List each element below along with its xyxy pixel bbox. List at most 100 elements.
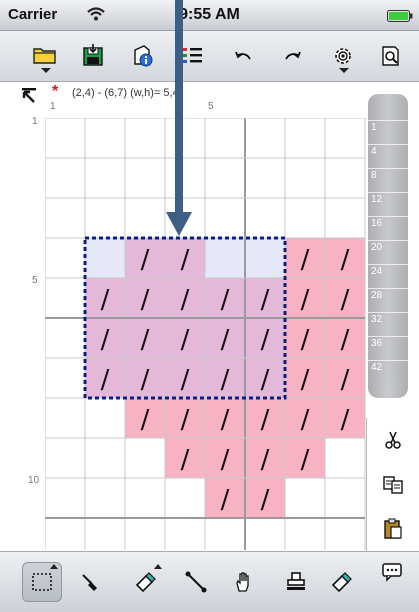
grid-cell[interactable]: [245, 118, 285, 158]
grid-cell[interactable]: [165, 318, 205, 358]
grid-cell[interactable]: [85, 198, 125, 238]
grid-cell[interactable]: [325, 158, 365, 198]
grid-cell[interactable]: [85, 518, 125, 550]
grid-cell[interactable]: [325, 438, 365, 478]
grid-cell[interactable]: [125, 398, 165, 438]
grid-cell[interactable]: [85, 158, 125, 198]
grid-cell[interactable]: [165, 158, 205, 198]
grid-cell[interactable]: [85, 278, 125, 318]
grid-cell[interactable]: [125, 518, 165, 550]
grid-cell[interactable]: [205, 158, 245, 198]
grid-cell[interactable]: [205, 238, 245, 278]
grid-cell[interactable]: [165, 438, 205, 478]
grid-cell[interactable]: [285, 198, 325, 238]
grid-cell[interactable]: [165, 238, 205, 278]
grid-cell[interactable]: [45, 118, 85, 158]
grid-cell[interactable]: [45, 358, 85, 398]
grid-cell[interactable]: [45, 318, 85, 358]
grid-cell[interactable]: [45, 478, 85, 518]
grid-cell[interactable]: [125, 438, 165, 478]
line-button[interactable]: [176, 562, 216, 602]
grid-cell[interactable]: [245, 438, 285, 478]
color-list-button[interactable]: [176, 39, 210, 73]
row-ruler[interactable]: 1 4 8 12 16 20 24 28 32 36 42: [368, 94, 408, 398]
fill-button[interactable]: [126, 562, 166, 602]
preview-button[interactable]: [374, 39, 408, 73]
grid-cell[interactable]: [285, 238, 325, 278]
grid-cell[interactable]: [285, 118, 325, 158]
grid-cell[interactable]: [325, 278, 365, 318]
grid-cell[interactable]: [45, 398, 85, 438]
grid-cell[interactable]: [205, 518, 245, 550]
grid-cell[interactable]: [245, 358, 285, 398]
grid-cell[interactable]: [285, 438, 325, 478]
grid-cell[interactable]: [285, 158, 325, 198]
grid-cell[interactable]: [165, 398, 205, 438]
cut-button[interactable]: [367, 418, 419, 462]
grid-cell[interactable]: [285, 478, 325, 518]
redo-button[interactable]: [276, 39, 310, 73]
pen-button[interactable]: [70, 562, 110, 602]
grid-cell[interactable]: [325, 318, 365, 358]
grid-cell[interactable]: [205, 318, 245, 358]
grid-cell[interactable]: [165, 198, 205, 238]
grid-cell[interactable]: [125, 198, 165, 238]
grid-cell[interactable]: [205, 278, 245, 318]
hand-button[interactable]: [224, 562, 264, 602]
grid-cell[interactable]: [245, 398, 285, 438]
stamp-button[interactable]: [276, 562, 316, 602]
grid-cell[interactable]: [245, 478, 285, 518]
grid-cell[interactable]: [325, 478, 365, 518]
grid-cell[interactable]: [205, 398, 245, 438]
grid-cell[interactable]: [85, 358, 125, 398]
grid-cell[interactable]: [205, 438, 245, 478]
grid-cell[interactable]: [165, 118, 205, 158]
eraser-button[interactable]: [322, 562, 362, 602]
grid-cell[interactable]: [125, 118, 165, 158]
grid-cell[interactable]: [45, 198, 85, 238]
grid-cell[interactable]: [125, 158, 165, 198]
save-button[interactable]: [76, 39, 110, 73]
grid-cell[interactable]: [325, 398, 365, 438]
grid-cell[interactable]: [125, 358, 165, 398]
grid-cell[interactable]: [205, 118, 245, 158]
copy-button[interactable]: [367, 462, 419, 506]
grid-cell[interactable]: [245, 318, 285, 358]
grid-cell[interactable]: [325, 238, 365, 278]
grid-cell[interactable]: [325, 518, 365, 550]
grid-cell[interactable]: [125, 278, 165, 318]
grid-cell[interactable]: [85, 438, 125, 478]
grid-cell[interactable]: [85, 118, 125, 158]
grid-cell[interactable]: [85, 478, 125, 518]
grid-cell[interactable]: [85, 318, 125, 358]
grid-cell[interactable]: [285, 318, 325, 358]
arrow-up-left-icon[interactable]: [22, 88, 40, 104]
grid-cell[interactable]: [125, 318, 165, 358]
settings-button[interactable]: [326, 39, 360, 73]
grid-cell[interactable]: [45, 438, 85, 478]
grid-cell[interactable]: [165, 478, 205, 518]
grid-cell[interactable]: [285, 358, 325, 398]
grid-cell[interactable]: [85, 398, 125, 438]
select-rect-button[interactable]: [22, 562, 62, 602]
grid-cell[interactable]: [165, 278, 205, 318]
grid-cell[interactable]: [325, 118, 365, 158]
grid-cell[interactable]: [205, 358, 245, 398]
grid-cell[interactable]: [165, 518, 205, 550]
grid-cell[interactable]: [45, 278, 85, 318]
grid-cell[interactable]: [125, 478, 165, 518]
grid-cell[interactable]: [45, 518, 85, 550]
more-button[interactable]: [366, 552, 419, 596]
selection-rect[interactable]: [83, 236, 287, 400]
grid-cell[interactable]: [245, 238, 285, 278]
grid-cell[interactable]: [45, 238, 85, 278]
grid-cell[interactable]: [245, 518, 285, 550]
grid-cell[interactable]: [85, 238, 125, 278]
grid-cell[interactable]: [285, 398, 325, 438]
grid-cell[interactable]: [245, 158, 285, 198]
paste-button[interactable]: [367, 506, 419, 550]
grid-cell[interactable]: [285, 278, 325, 318]
undo-button[interactable]: [226, 39, 260, 73]
grid-cell[interactable]: [165, 358, 205, 398]
grid-cell[interactable]: [245, 198, 285, 238]
